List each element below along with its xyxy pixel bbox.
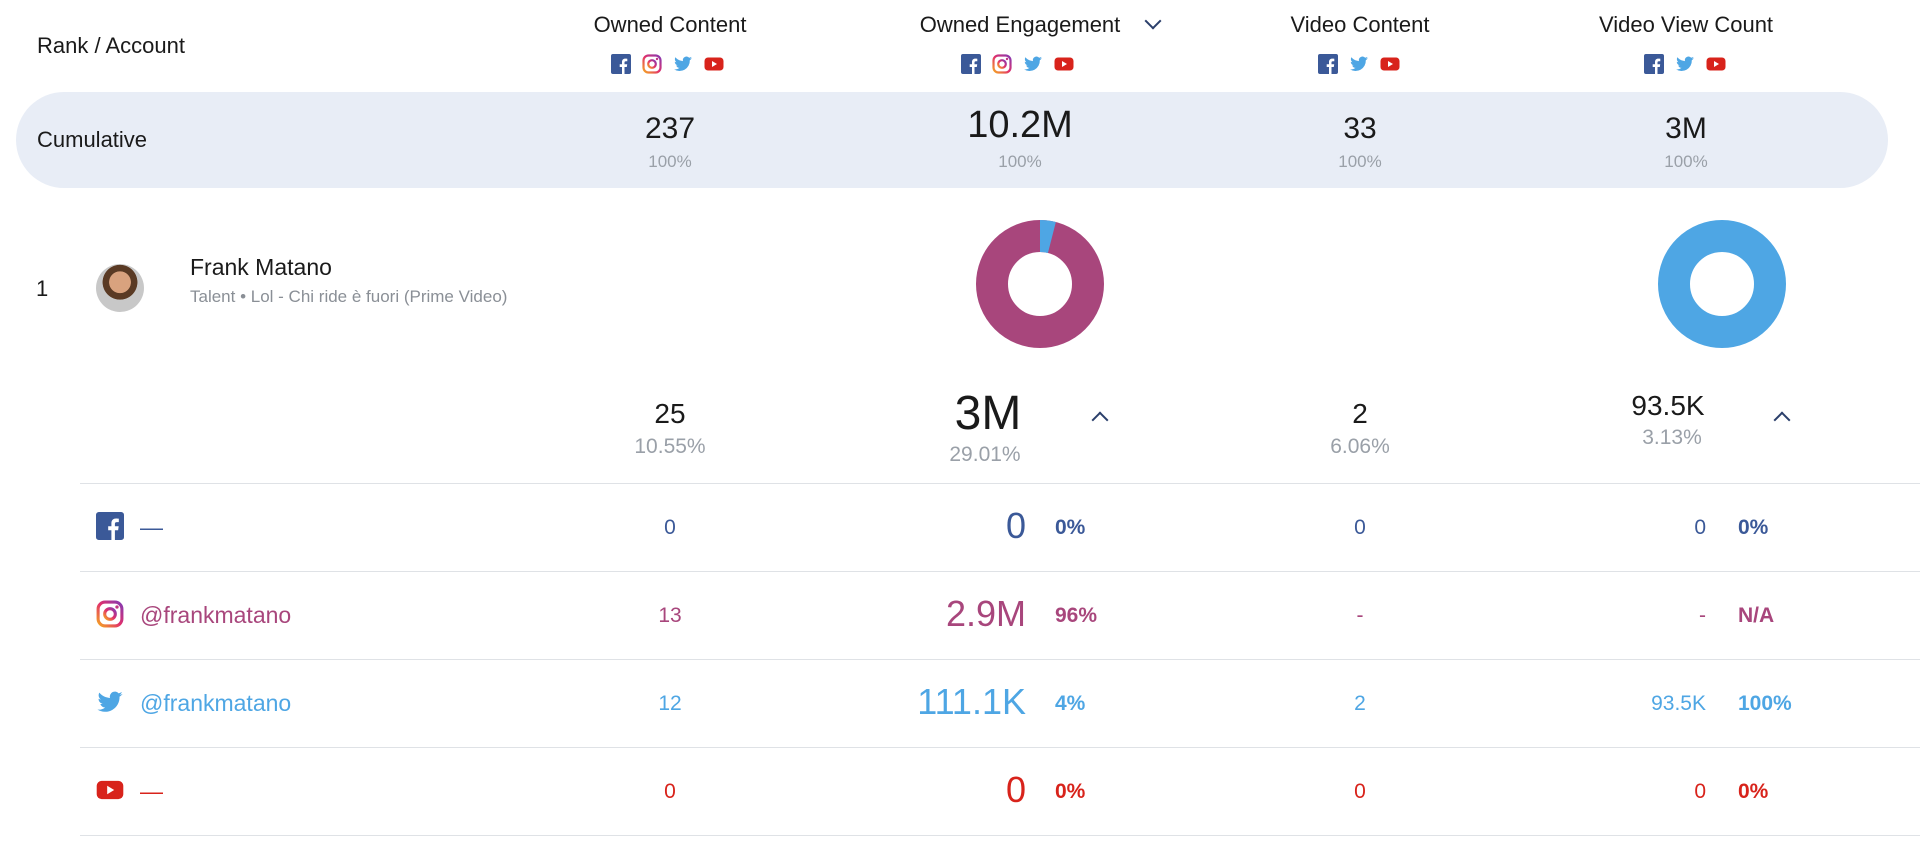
row-owned-engagement: 111.1K bbox=[917, 681, 1026, 722]
row-handle[interactable]: — bbox=[140, 514, 163, 540]
sort-chevron-down-icon[interactable] bbox=[1144, 12, 1162, 30]
row-video-content: 2 bbox=[1354, 692, 1366, 715]
twitter-icon bbox=[1024, 56, 1042, 71]
cumulative-owned-engagement-pct: 100% bbox=[998, 152, 1042, 171]
engagement-donut-chart[interactable] bbox=[976, 220, 1104, 348]
views-donut-chart[interactable] bbox=[1658, 220, 1786, 348]
account-video-content: 2 bbox=[1352, 398, 1368, 429]
video-content-networks bbox=[1318, 54, 1400, 74]
facebook-icon bbox=[961, 54, 981, 74]
account-owned-engagement-pct: 29.01% bbox=[949, 443, 1021, 466]
row-video-content: 0 bbox=[1354, 516, 1366, 539]
row-owned-content: 0 bbox=[664, 780, 676, 803]
cumulative-video-view-count-pct: 100% bbox=[1664, 152, 1708, 171]
instagram-icon bbox=[96, 600, 124, 628]
row-owned-content: 0 bbox=[664, 516, 676, 539]
cumulative-row bbox=[16, 92, 1888, 188]
row-video-content: - bbox=[1356, 604, 1364, 627]
row-video-content: 0 bbox=[1354, 780, 1366, 803]
row-divider bbox=[80, 835, 1920, 836]
views-donut-twitter-slice bbox=[1658, 220, 1786, 348]
twitter-icon bbox=[1676, 56, 1694, 71]
account-name[interactable]: Frank Matano bbox=[190, 254, 332, 280]
cumulative-owned-content-pct: 100% bbox=[648, 152, 692, 171]
avatar[interactable] bbox=[96, 264, 144, 312]
account-subtitle: Talent • Lol - Chi ride è fuori (Prime V… bbox=[190, 287, 508, 306]
twitter-icon bbox=[97, 691, 123, 712]
row-divider bbox=[80, 571, 1920, 572]
row-engagement-pct: 0% bbox=[1055, 780, 1086, 803]
facebook-icon bbox=[1318, 54, 1338, 74]
row-owned-engagement: 2.9M bbox=[945, 593, 1026, 634]
row-video-views: 0 bbox=[1694, 516, 1706, 539]
cumulative-video-content: 33 bbox=[1343, 112, 1377, 145]
row-divider bbox=[80, 483, 1920, 484]
rank-account-header: Rank / Account bbox=[37, 33, 185, 58]
account-owned-engagement: 3M bbox=[954, 387, 1022, 440]
row-views-pct: N/A bbox=[1738, 604, 1775, 627]
owned-engagement-header[interactable]: Owned Engagement bbox=[919, 12, 1121, 37]
engagement-donut-twitter-slice bbox=[976, 220, 1104, 348]
instagram-icon bbox=[642, 54, 662, 74]
cumulative-label: Cumulative bbox=[37, 127, 148, 152]
row-handle[interactable]: @frankmatano bbox=[140, 690, 292, 716]
cumulative-owned-engagement: 10.2M bbox=[967, 104, 1073, 146]
owned-engagement-networks bbox=[961, 54, 1074, 74]
row-engagement-pct: 0% bbox=[1055, 516, 1086, 539]
row-views-pct: 0% bbox=[1738, 516, 1769, 539]
row-video-views: 93.5K bbox=[1651, 692, 1706, 715]
facebook-icon bbox=[1644, 54, 1664, 74]
account-video-view-count-pct: 3.13% bbox=[1642, 426, 1702, 449]
row-owned-content: 12 bbox=[658, 692, 682, 715]
facebook-icon bbox=[611, 54, 631, 74]
twitter-icon bbox=[674, 56, 692, 71]
account-rank: 1 bbox=[36, 276, 49, 301]
account-video-view-count: 93.5K bbox=[1631, 390, 1705, 421]
row-engagement-pct: 96% bbox=[1055, 604, 1098, 627]
row-video-views: - bbox=[1699, 604, 1706, 627]
row-views-pct: 100% bbox=[1738, 692, 1792, 715]
account-video-content-pct: 6.06% bbox=[1330, 435, 1390, 458]
row-handle[interactable]: @frankmatano bbox=[140, 602, 292, 628]
youtube-icon bbox=[704, 57, 724, 71]
youtube-icon bbox=[1380, 57, 1400, 71]
video-view-count-header[interactable]: Video View Count bbox=[1598, 12, 1774, 37]
row-owned-engagement: 0 bbox=[1005, 769, 1026, 810]
owned-content-networks bbox=[611, 54, 724, 74]
cumulative-owned-content: 237 bbox=[644, 112, 696, 145]
owned-content-header[interactable]: Owned Content bbox=[593, 12, 747, 37]
row-divider bbox=[80, 747, 1920, 748]
video-view-count-networks bbox=[1644, 54, 1726, 74]
cumulative-video-view-count: 3M bbox=[1665, 112, 1707, 145]
video-content-header[interactable]: Video Content bbox=[1290, 12, 1430, 37]
twitter-icon bbox=[1350, 56, 1368, 71]
facebook-icon bbox=[96, 512, 124, 540]
row-engagement-pct: 4% bbox=[1055, 692, 1086, 715]
row-divider bbox=[80, 659, 1920, 660]
row-views-pct: 0% bbox=[1738, 780, 1769, 803]
row-owned-engagement: 0 bbox=[1005, 505, 1026, 546]
cumulative-video-content-pct: 100% bbox=[1338, 152, 1382, 171]
youtube-icon bbox=[1054, 57, 1074, 71]
row-video-views: 0 bbox=[1694, 780, 1706, 803]
account-owned-content: 25 bbox=[654, 398, 686, 429]
instagram-icon bbox=[992, 54, 1012, 74]
youtube-icon bbox=[96, 780, 124, 800]
youtube-icon bbox=[1706, 57, 1726, 71]
account-owned-content-pct: 10.55% bbox=[634, 435, 706, 458]
row-owned-content: 13 bbox=[658, 604, 682, 627]
row-handle[interactable]: — bbox=[140, 778, 163, 804]
